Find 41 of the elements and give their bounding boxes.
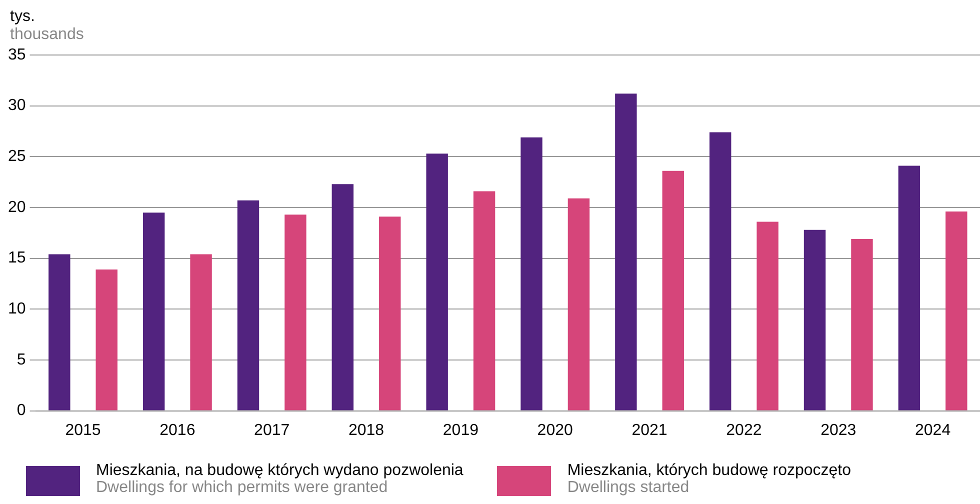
- legend-label: Mieszkania, których budowę rozpoczęto Dwellings started: [567, 462, 852, 496]
- bar: [426, 154, 448, 410]
- x-tick-label: 2020: [537, 422, 574, 439]
- x-tick-label: 2015: [65, 422, 101, 439]
- bar: [48, 254, 70, 410]
- x-tick-label: 2021: [632, 422, 668, 439]
- y-axis-title: tys. thousands: [10, 8, 84, 44]
- bar: [142, 212, 165, 410]
- bar: [96, 269, 118, 410]
- legend-label: Mieszkania, na budowę których wydano pozwolenia Dwellings for which permits were granted: [96, 462, 464, 496]
- y-tick-label: 10: [8, 300, 26, 318]
- x-tick-label: 2024: [914, 422, 951, 439]
- bar: [473, 191, 496, 410]
- bar: [568, 198, 590, 410]
- y-tick-label: 5: [16, 351, 26, 368]
- x-tick-label: 2022: [726, 422, 762, 439]
- bar: [190, 254, 212, 410]
- bar: [804, 230, 826, 410]
- bar: [851, 239, 873, 410]
- bar: [284, 214, 306, 410]
- x-tick-label: 2019: [442, 422, 479, 439]
- bar: [615, 94, 637, 410]
- y-tick-label: 20: [8, 198, 26, 216]
- x-tick-label: 2018: [348, 422, 384, 439]
- x-tick-label: 2016: [160, 422, 196, 439]
- bar: [237, 200, 260, 410]
- bar: [898, 166, 920, 410]
- bar: [520, 137, 542, 410]
- y-tick-label: 30: [8, 97, 26, 114]
- bar: [946, 212, 968, 410]
- x-tick-label: 2017: [254, 422, 290, 439]
- y-tick-label: 35: [8, 46, 26, 64]
- x-tick-label: 2023: [820, 422, 856, 439]
- y-tick-label: 0: [16, 402, 26, 420]
- bar: [709, 132, 732, 410]
- bar: [662, 170, 684, 410]
- y-tick-label: 25: [8, 148, 26, 166]
- bar: [756, 222, 778, 410]
- bar: [332, 184, 354, 410]
- y-tick-label: 15: [8, 250, 26, 267]
- bar: [379, 216, 401, 410]
